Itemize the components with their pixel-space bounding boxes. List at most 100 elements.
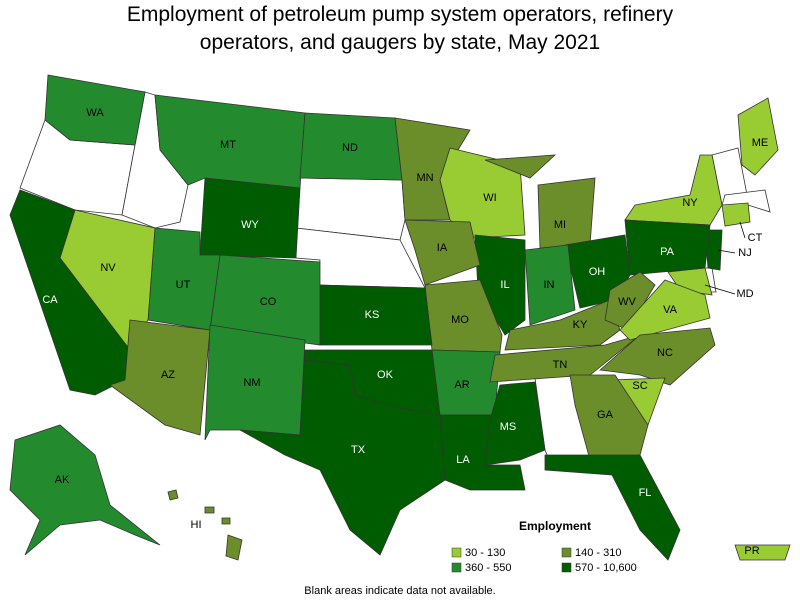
legend-swatch	[561, 547, 572, 558]
state-label: IL	[500, 279, 509, 291]
state-shape	[619, 279, 711, 341]
state-label: TN	[553, 359, 568, 371]
state-shape	[167, 489, 179, 501]
state-label: IA	[437, 242, 448, 254]
state: MO	[424, 279, 503, 353]
state: PR	[734, 544, 791, 561]
state-label: NY	[682, 197, 698, 209]
state-label: ME	[752, 137, 769, 149]
state: WY	[199, 177, 301, 259]
state: NM	[204, 324, 306, 441]
leader-line	[739, 221, 746, 239]
legend-swatch	[451, 562, 462, 573]
state-shape	[489, 334, 641, 383]
state-label: MT	[220, 139, 236, 151]
state-label: IN	[544, 279, 555, 291]
state: NY	[624, 154, 723, 226]
state-no-data	[721, 189, 771, 213]
state-label: VA	[663, 304, 678, 316]
note: Blank areas indicate data not available.	[304, 585, 495, 597]
legend-swatch	[451, 547, 462, 558]
state-label: ND	[342, 142, 358, 154]
state-shape	[44, 74, 146, 146]
state-label: CT	[748, 232, 763, 244]
state-shape	[544, 454, 681, 561]
state-label: NM	[243, 377, 260, 389]
state-label: NC	[657, 347, 673, 359]
state: ME	[737, 97, 779, 176]
leader-line	[717, 249, 736, 254]
state-shape	[484, 381, 546, 466]
state: NJ	[704, 229, 752, 271]
state: FL	[544, 454, 681, 561]
state: VA	[619, 279, 711, 341]
states: WA MT ND MN WI MI ME NY CT NJ MD PA OH IN IL IA MO KS WY CO…	[9, 74, 791, 561]
state-shape	[537, 177, 596, 249]
state: PA	[624, 219, 711, 276]
state: MS	[484, 381, 546, 466]
leader-line	[704, 284, 736, 295]
state-label: MN	[416, 172, 433, 184]
state: AK	[9, 424, 161, 556]
state: AR	[431, 349, 501, 416]
state-label: NJ	[738, 247, 751, 259]
state-label: FL	[639, 487, 652, 499]
state-label: AZ	[161, 369, 175, 381]
state-label: HI	[191, 519, 202, 531]
state-shape	[704, 229, 723, 271]
state-shape	[524, 244, 576, 326]
state: CT	[721, 202, 763, 244]
state-label: KY	[573, 319, 588, 331]
legend-title: Employment	[519, 519, 591, 533]
state-label: MS	[500, 421, 517, 433]
state-label: WA	[86, 107, 104, 119]
state: MI	[484, 154, 596, 249]
state: NC	[599, 327, 716, 386]
state-shape	[624, 219, 711, 276]
state: WA	[44, 74, 146, 146]
state-label: WI	[483, 192, 496, 204]
state-label: WV	[618, 296, 636, 308]
state-shape	[721, 202, 751, 227]
state-label: WY	[241, 219, 259, 231]
state-label: LA	[456, 454, 470, 466]
legend-swatch	[561, 562, 572, 573]
legend-label: 30 - 130	[465, 547, 505, 559]
state-shape	[599, 327, 716, 386]
state-label: UT	[176, 279, 191, 291]
state: ND	[299, 112, 403, 181]
state-label: TX	[351, 444, 366, 456]
state-label: CA	[42, 294, 58, 306]
state-label: MI	[554, 219, 566, 231]
state-shape	[624, 154, 723, 226]
state-label: CO	[260, 296, 277, 308]
state-shape	[199, 177, 301, 259]
state-shape	[9, 424, 161, 556]
map-title: Employment of petroleum pump system oper…	[127, 3, 674, 54]
state: WV	[604, 271, 656, 331]
state-label: AR	[454, 379, 469, 391]
state: TN	[489, 334, 641, 383]
state-shape	[484, 154, 557, 179]
state: HI	[167, 489, 243, 561]
state: KS	[317, 284, 433, 346]
state-label: SC	[632, 380, 647, 392]
legend: 30 - 130 140 - 310 360 - 550 570 - 10,600	[451, 547, 637, 574]
legend-label: 570 - 10,600	[575, 562, 637, 574]
state-shape	[404, 219, 481, 286]
state: IA	[404, 219, 481, 286]
state-label: KS	[365, 309, 380, 321]
state: GA	[569, 374, 649, 461]
state-label: PR	[744, 545, 759, 557]
state-label: GA	[597, 409, 614, 421]
state-shape	[737, 97, 779, 176]
state-label: OK	[377, 369, 394, 381]
state-label: MD	[736, 288, 753, 300]
state-label: PA	[660, 246, 675, 258]
state-label: OH	[589, 266, 606, 278]
legend-label: 360 - 550	[465, 562, 511, 574]
state-label: NV	[100, 262, 116, 274]
state-label: AK	[55, 474, 70, 486]
state-label: MO	[451, 314, 469, 326]
